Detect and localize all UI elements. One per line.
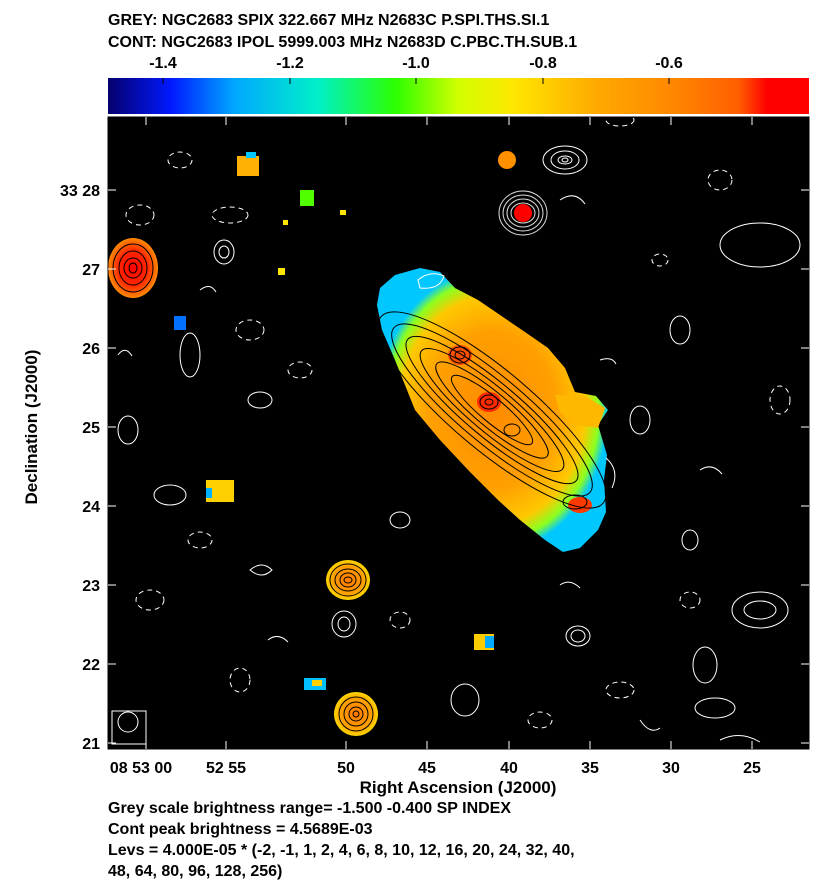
source-tiny-3 (340, 210, 346, 215)
x-tick-label: 40 (500, 760, 518, 777)
source-northwest (237, 156, 259, 176)
header-line-1: GREY: NGC2683 SPIX 322.667 MHz N2683C P.… (108, 12, 549, 29)
colorbar-tick-label: -1.2 (276, 55, 304, 72)
colorbar-tick-label: -1.4 (149, 55, 177, 72)
background-contours (111, 145, 801, 745)
colorbar-gradient (108, 78, 809, 114)
source-south-2 (334, 692, 378, 736)
y-tick-label: 26 (82, 341, 100, 358)
compact-sources (108, 151, 548, 736)
y-tick-label: 27 (82, 262, 100, 279)
x-tick-label: 45 (418, 760, 436, 777)
x-axis-label: Right Ascension (J2000) (360, 778, 557, 797)
source-north-small (300, 190, 314, 206)
source-south-1 (326, 560, 370, 600)
y-tick-label: 22 (82, 657, 100, 674)
source-west-blue (174, 316, 186, 330)
footer-line-3: Levs = 4.000E-05 * (-2, -1, 1, 2, 4, 6, … (108, 842, 575, 859)
source-tiny-2 (283, 220, 288, 225)
source-northeast-small (498, 151, 516, 169)
source-west-red (108, 238, 158, 298)
source-south-small-edge (485, 636, 494, 648)
x-tick-label: 35 (581, 760, 599, 777)
x-tick-label: 25 (743, 760, 761, 777)
x-tick-label: 50 (337, 760, 355, 777)
source-west-mid (206, 480, 234, 502)
galaxy-spur (555, 395, 605, 428)
colorbar-tick-label: -0.8 (529, 55, 557, 72)
y-tick-label: 21 (82, 736, 100, 753)
galaxy-contours (377, 311, 607, 510)
galaxy-hotspot-north (448, 345, 472, 365)
plot-frame (107, 116, 810, 750)
plot-content (108, 117, 801, 745)
x-tick-label: 52 55 (206, 760, 246, 777)
y-tick-label: 25 (82, 420, 100, 437)
negative-contours (125, 117, 791, 729)
galaxy-ngc2683 (377, 268, 608, 552)
footer-line-2: Cont peak brightness = 4.5689E-03 (108, 821, 373, 838)
source-west-mid-edge (206, 488, 212, 498)
footer-line-4: 48, 64, 80, 96, 128, 256) (108, 863, 282, 880)
y-tick-label: 23 (82, 578, 100, 595)
x-axis-ticks: 08 53 00 52 55 50 45 40 35 30 25 (110, 117, 761, 777)
x-tick-label: 30 (662, 760, 680, 777)
footer-line-1: Grey scale brightness range= -1.500 -0.4… (108, 800, 511, 817)
source-blue-patch-core (312, 680, 322, 686)
source-northeast-red (498, 190, 548, 236)
colorbar-tick-label: -1.0 (402, 55, 430, 72)
y-axis-ticks: 33 28 27 26 25 24 23 22 21 (60, 183, 809, 753)
y-axis-label: Declination (J2000) (22, 350, 41, 505)
source-tiny-1 (278, 268, 285, 275)
colorbar-tick-label: -0.6 (655, 55, 683, 72)
colorbar-ticks: -1.4 -1.2 -1.0 -0.8 -0.6 (149, 55, 683, 84)
colorbar: -1.4 -1.2 -1.0 -0.8 -0.6 (108, 55, 809, 114)
source-northwest-edge (246, 152, 256, 158)
x-tick-label: 08 53 00 (110, 760, 172, 777)
y-tick-label: 24 (82, 499, 100, 516)
y-tick-label: 33 28 (60, 183, 100, 200)
header-line-2: CONT: NGC2683 IPOL 5999.003 MHz N2683D C… (108, 34, 577, 51)
